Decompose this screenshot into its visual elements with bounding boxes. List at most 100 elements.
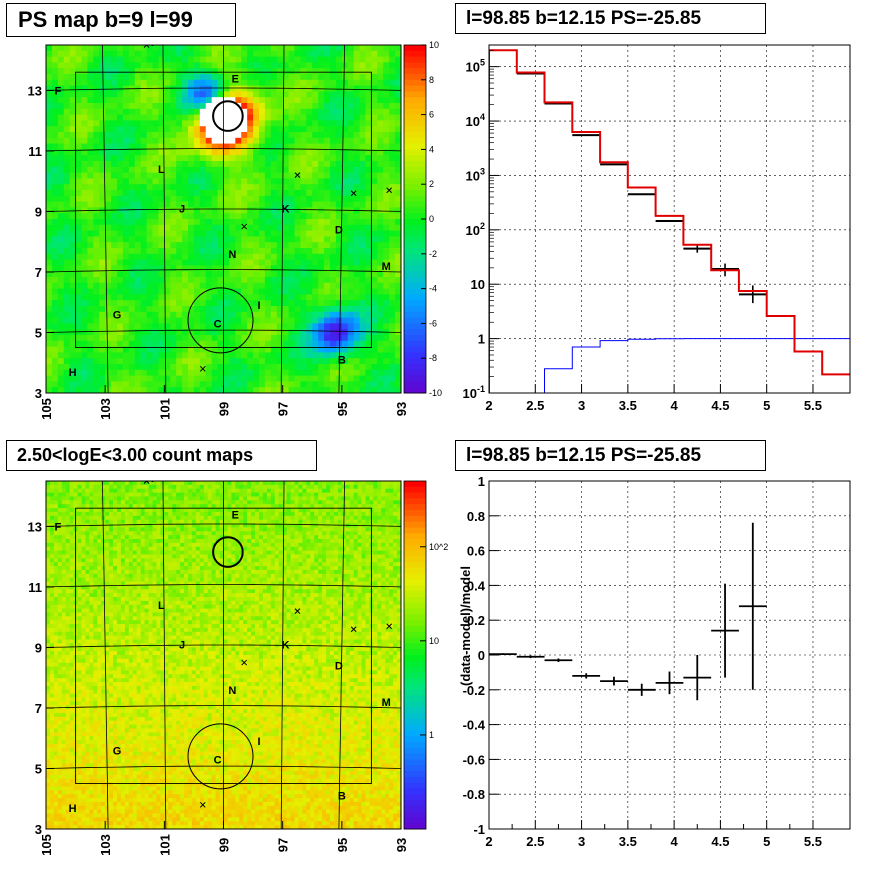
heat-cell: [199, 62, 207, 69]
heat-cell: [152, 492, 157, 497]
heat-cell: [111, 126, 118, 133]
heat-cell: [371, 74, 378, 81]
heat-cell: [117, 137, 124, 144]
heat-cell: [270, 523, 276, 528]
heat-cell: [229, 230, 236, 237]
heat-cell: [282, 253, 289, 260]
heat-cell: [215, 527, 220, 532]
heat-cell: [302, 519, 307, 524]
heat-cell: [324, 126, 331, 133]
heat-cell: [264, 190, 272, 197]
heat-cell: [300, 294, 307, 301]
heat-cell: [330, 207, 337, 214]
heat-cell: [46, 161, 53, 168]
heat-cell: [57, 375, 65, 382]
heat-cell: [235, 352, 242, 359]
heat-cell: [259, 519, 264, 524]
heat-cell: [341, 137, 349, 144]
heat-cell: [57, 230, 65, 237]
heat-cell: [205, 323, 213, 330]
heat-cell: [105, 352, 112, 359]
heat-cell: [176, 56, 183, 63]
heat-cell: [69, 282, 76, 289]
heat-cell: [128, 265, 136, 272]
heat-cell: [239, 515, 244, 521]
heat-cell: [270, 492, 276, 497]
heat-cell: [134, 375, 142, 382]
heat-cell: [211, 488, 217, 493]
heat-cell: [294, 496, 299, 501]
heat-cell: [117, 387, 124, 394]
heat-cell: [93, 369, 100, 376]
heat-cell: [365, 172, 372, 179]
heat-cell: [152, 523, 157, 528]
heat-cell: [128, 484, 134, 490]
heat-cell: [117, 103, 124, 110]
heat-cell: [259, 253, 266, 260]
heat-cell: [302, 488, 307, 493]
heat-cell: [205, 207, 213, 214]
heat-cell: [188, 213, 195, 220]
heat-cell: [223, 190, 230, 197]
heat-cell: [164, 294, 171, 301]
heat-cell: [193, 265, 201, 272]
heat-cell: [146, 352, 153, 359]
heat-cell: [164, 317, 171, 324]
heat-cell: [288, 120, 295, 127]
colorbar-tick-label: 8: [429, 75, 434, 85]
cross-marker: [143, 45, 150, 48]
heat-cell: [199, 340, 207, 347]
heat-cell: [105, 114, 112, 121]
heat-cell: [373, 511, 378, 517]
heat-cell: [247, 230, 254, 237]
heat-cell: [253, 317, 260, 324]
heat-cell: [77, 492, 82, 497]
heat-cell: [223, 317, 230, 324]
heat-cell: [168, 484, 173, 490]
heat-cell: [347, 68, 355, 75]
heat-cell: [170, 358, 177, 365]
heat-cell: [377, 253, 384, 260]
heat-cell: [176, 481, 181, 486]
heat-cell: [61, 488, 67, 493]
heat-cell: [81, 224, 88, 231]
heat-cell: [318, 481, 323, 486]
heat-cell: [253, 300, 260, 307]
heat-cell: [259, 161, 266, 168]
heat-cell: [365, 137, 372, 144]
heat-cell: [99, 317, 106, 324]
heat-cell: [46, 335, 53, 342]
heat-cell: [105, 224, 112, 231]
heat-cell: [324, 161, 331, 168]
heat-cell: [253, 294, 260, 301]
heat-cell: [63, 242, 71, 249]
heat-cell: [270, 132, 278, 139]
heat-cell: [164, 74, 171, 81]
heat-cell: [191, 527, 197, 532]
heat-cell: [122, 97, 130, 104]
heat-cell: [81, 515, 86, 521]
heat-cell: [247, 172, 254, 179]
heat-cell: [294, 120, 301, 127]
heat-cell: [389, 213, 396, 220]
heat-cell: [199, 126, 207, 133]
colorbar-cell: [404, 224, 426, 232]
heat-cell: [330, 508, 335, 513]
heat-cell: [134, 242, 142, 249]
heat-cell: [365, 178, 372, 185]
heat-cell: [128, 224, 136, 231]
heat-cell: [117, 259, 124, 266]
heat-cell: [357, 508, 362, 513]
heat-cell: [282, 306, 289, 313]
heat-cell: [223, 236, 230, 243]
heat-cell: [164, 306, 171, 313]
heat-cell: [128, 79, 136, 86]
heat-cell: [223, 143, 230, 150]
heat-cell: [146, 346, 153, 353]
heat-cell: [324, 300, 331, 307]
heat-cell: [235, 364, 242, 371]
heat-cell: [253, 381, 260, 388]
heat-cell: [122, 68, 130, 75]
heat-cell: [326, 519, 331, 524]
heat-cell: [389, 300, 396, 307]
